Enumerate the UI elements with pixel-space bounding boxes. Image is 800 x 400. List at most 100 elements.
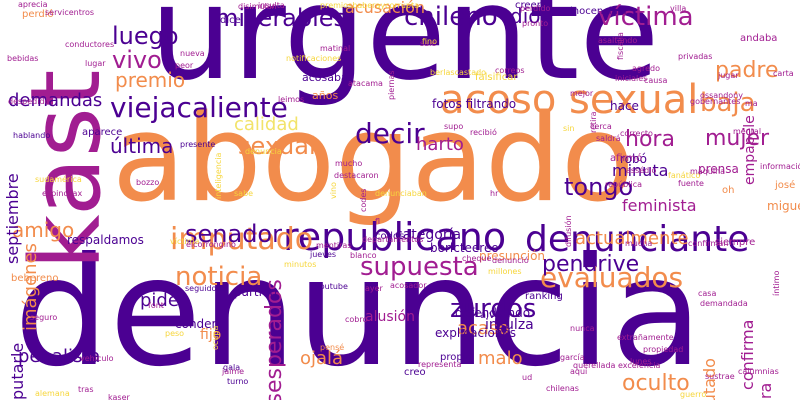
cloud-word: retira [589, 111, 598, 133]
cloud-word: calidad [234, 114, 299, 135]
cloud-word: falsificar [475, 72, 518, 83]
cloud-word: urgente [150, 0, 660, 109]
cloud-word: bozzo [136, 178, 160, 187]
cloud-word: agredo [632, 64, 660, 73]
cloud-word: ojalá [300, 348, 344, 369]
cloud-word: penalista [18, 346, 101, 367]
cloud-word: kaser [108, 393, 130, 400]
cloud-word: gobernantes [690, 97, 741, 106]
cloud-word: años [312, 89, 339, 102]
cloud-word: servicentros [45, 8, 95, 17]
cloud-word: chileno [404, 2, 498, 32]
cloud-word: josé [775, 180, 796, 191]
cloud-word: sustrae [705, 372, 735, 381]
cloud-word: guerro [680, 390, 707, 399]
cloud-word: hora [625, 127, 675, 152]
cloud-word: afirmó [610, 153, 643, 164]
cloud-word: acoso sexual [440, 77, 699, 123]
cloud-word: presunción [479, 249, 546, 263]
cloud-word: zurdos [450, 294, 537, 324]
cloud-word: matinal [320, 44, 351, 53]
cloud-word: minuta [612, 161, 669, 180]
cloud-word: youtube [315, 282, 348, 291]
cloud-word: vehículo [80, 354, 114, 363]
cloud-word: leimos [278, 95, 305, 104]
cloud-word: feminista [622, 196, 697, 215]
cloud-word: acosaba [302, 71, 348, 84]
cloud-word: denunció [492, 256, 529, 265]
cloud-word: recibió [470, 128, 497, 137]
cloud-word: dice [220, 15, 241, 26]
cloud-word: defendiendo [455, 306, 531, 320]
cloud-word: cerca [590, 122, 612, 131]
cloud-word: conductores [65, 40, 115, 49]
cloud-word: creerle [515, 0, 550, 11]
cloud-word: fotos filtrando [432, 97, 517, 111]
cloud-word: jugar [718, 71, 739, 80]
cloud-word: creo [404, 367, 426, 378]
cloud-word: destacaron [334, 171, 379, 180]
cloud-word: acosador [390, 281, 427, 290]
cloud-word: oculto [622, 371, 690, 396]
cloud-word: fino [422, 37, 438, 46]
cloud-word: luego [112, 22, 179, 50]
cloud-word: información [760, 162, 800, 171]
cloud-word: seguidores [185, 284, 229, 293]
cloud-word: oh [722, 185, 735, 196]
cloud-word: nunca [570, 324, 595, 333]
cloud-word: siempre [715, 237, 756, 248]
cloud-word: peso [165, 329, 185, 338]
cloud-word: peor [175, 61, 194, 70]
cloud-word: fl [375, 217, 381, 226]
cloud-word: fuente [678, 179, 704, 188]
cloud-word: ocupa [211, 325, 220, 350]
cloud-word: aquí [570, 367, 588, 376]
cloud-word: carta [773, 69, 794, 78]
cloud-word: elcorrongino [186, 240, 236, 249]
cloud-word: asaltando [598, 36, 638, 45]
cloud-word: alemana [35, 389, 70, 398]
cloud-word: propio [440, 352, 472, 363]
cloud-word: inocenciala [570, 6, 627, 17]
cloud-word: miserables [215, 4, 347, 32]
cloud-word: viejacaliente [110, 91, 288, 124]
cloud-word: hr [490, 189, 499, 198]
cloud-word: font [148, 301, 164, 310]
cloud-word: mucho [335, 159, 363, 168]
cloud-word: actualmente [575, 228, 689, 249]
cloud-word: departamentos [362, 235, 424, 244]
cloud-word: denunciante [525, 219, 750, 260]
cloud-word: inteligencia [214, 152, 223, 199]
cloud-word: prensa [698, 162, 739, 176]
cloud-word: robó [620, 152, 647, 166]
cloud-word: pensé [320, 343, 345, 352]
cloud-word: millones [488, 267, 522, 276]
cloud-word: lugar [85, 59, 106, 68]
cloud-word: demandas [8, 90, 103, 111]
cloud-word: boricteereo [430, 241, 499, 255]
cloud-word: callampera [756, 383, 775, 400]
cloud-word: difusión [564, 215, 573, 248]
cloud-word: minutos [284, 260, 317, 269]
cloud-word: atacama [348, 79, 383, 88]
cloud-word: andaba [740, 33, 778, 44]
cloud-word: causa [644, 76, 668, 85]
cloud-word: gala [223, 363, 241, 372]
cloud-word: espinozax [42, 189, 83, 198]
cloud-word: confirman [688, 239, 729, 248]
cloud-word: ossandony [700, 91, 743, 100]
cloud-word: jaime [222, 367, 245, 376]
cloud-word: propiedad [643, 345, 684, 354]
cloud-word: ud [522, 373, 533, 382]
cloud-word: explicaciones [435, 326, 517, 340]
cloud-word: víctima [170, 237, 200, 246]
cloud-word: confirma [738, 319, 757, 390]
cloud-word: insulza [485, 317, 534, 333]
cloud-word: premiosbaberaycorrupta [320, 1, 420, 10]
cloud-word: noticia [175, 262, 263, 292]
cloud-word: berlascastado [430, 68, 487, 77]
cloud-word: tras [78, 385, 94, 394]
cloud-word: fiscalía [616, 32, 625, 61]
cloud-word: vivo [112, 46, 162, 74]
